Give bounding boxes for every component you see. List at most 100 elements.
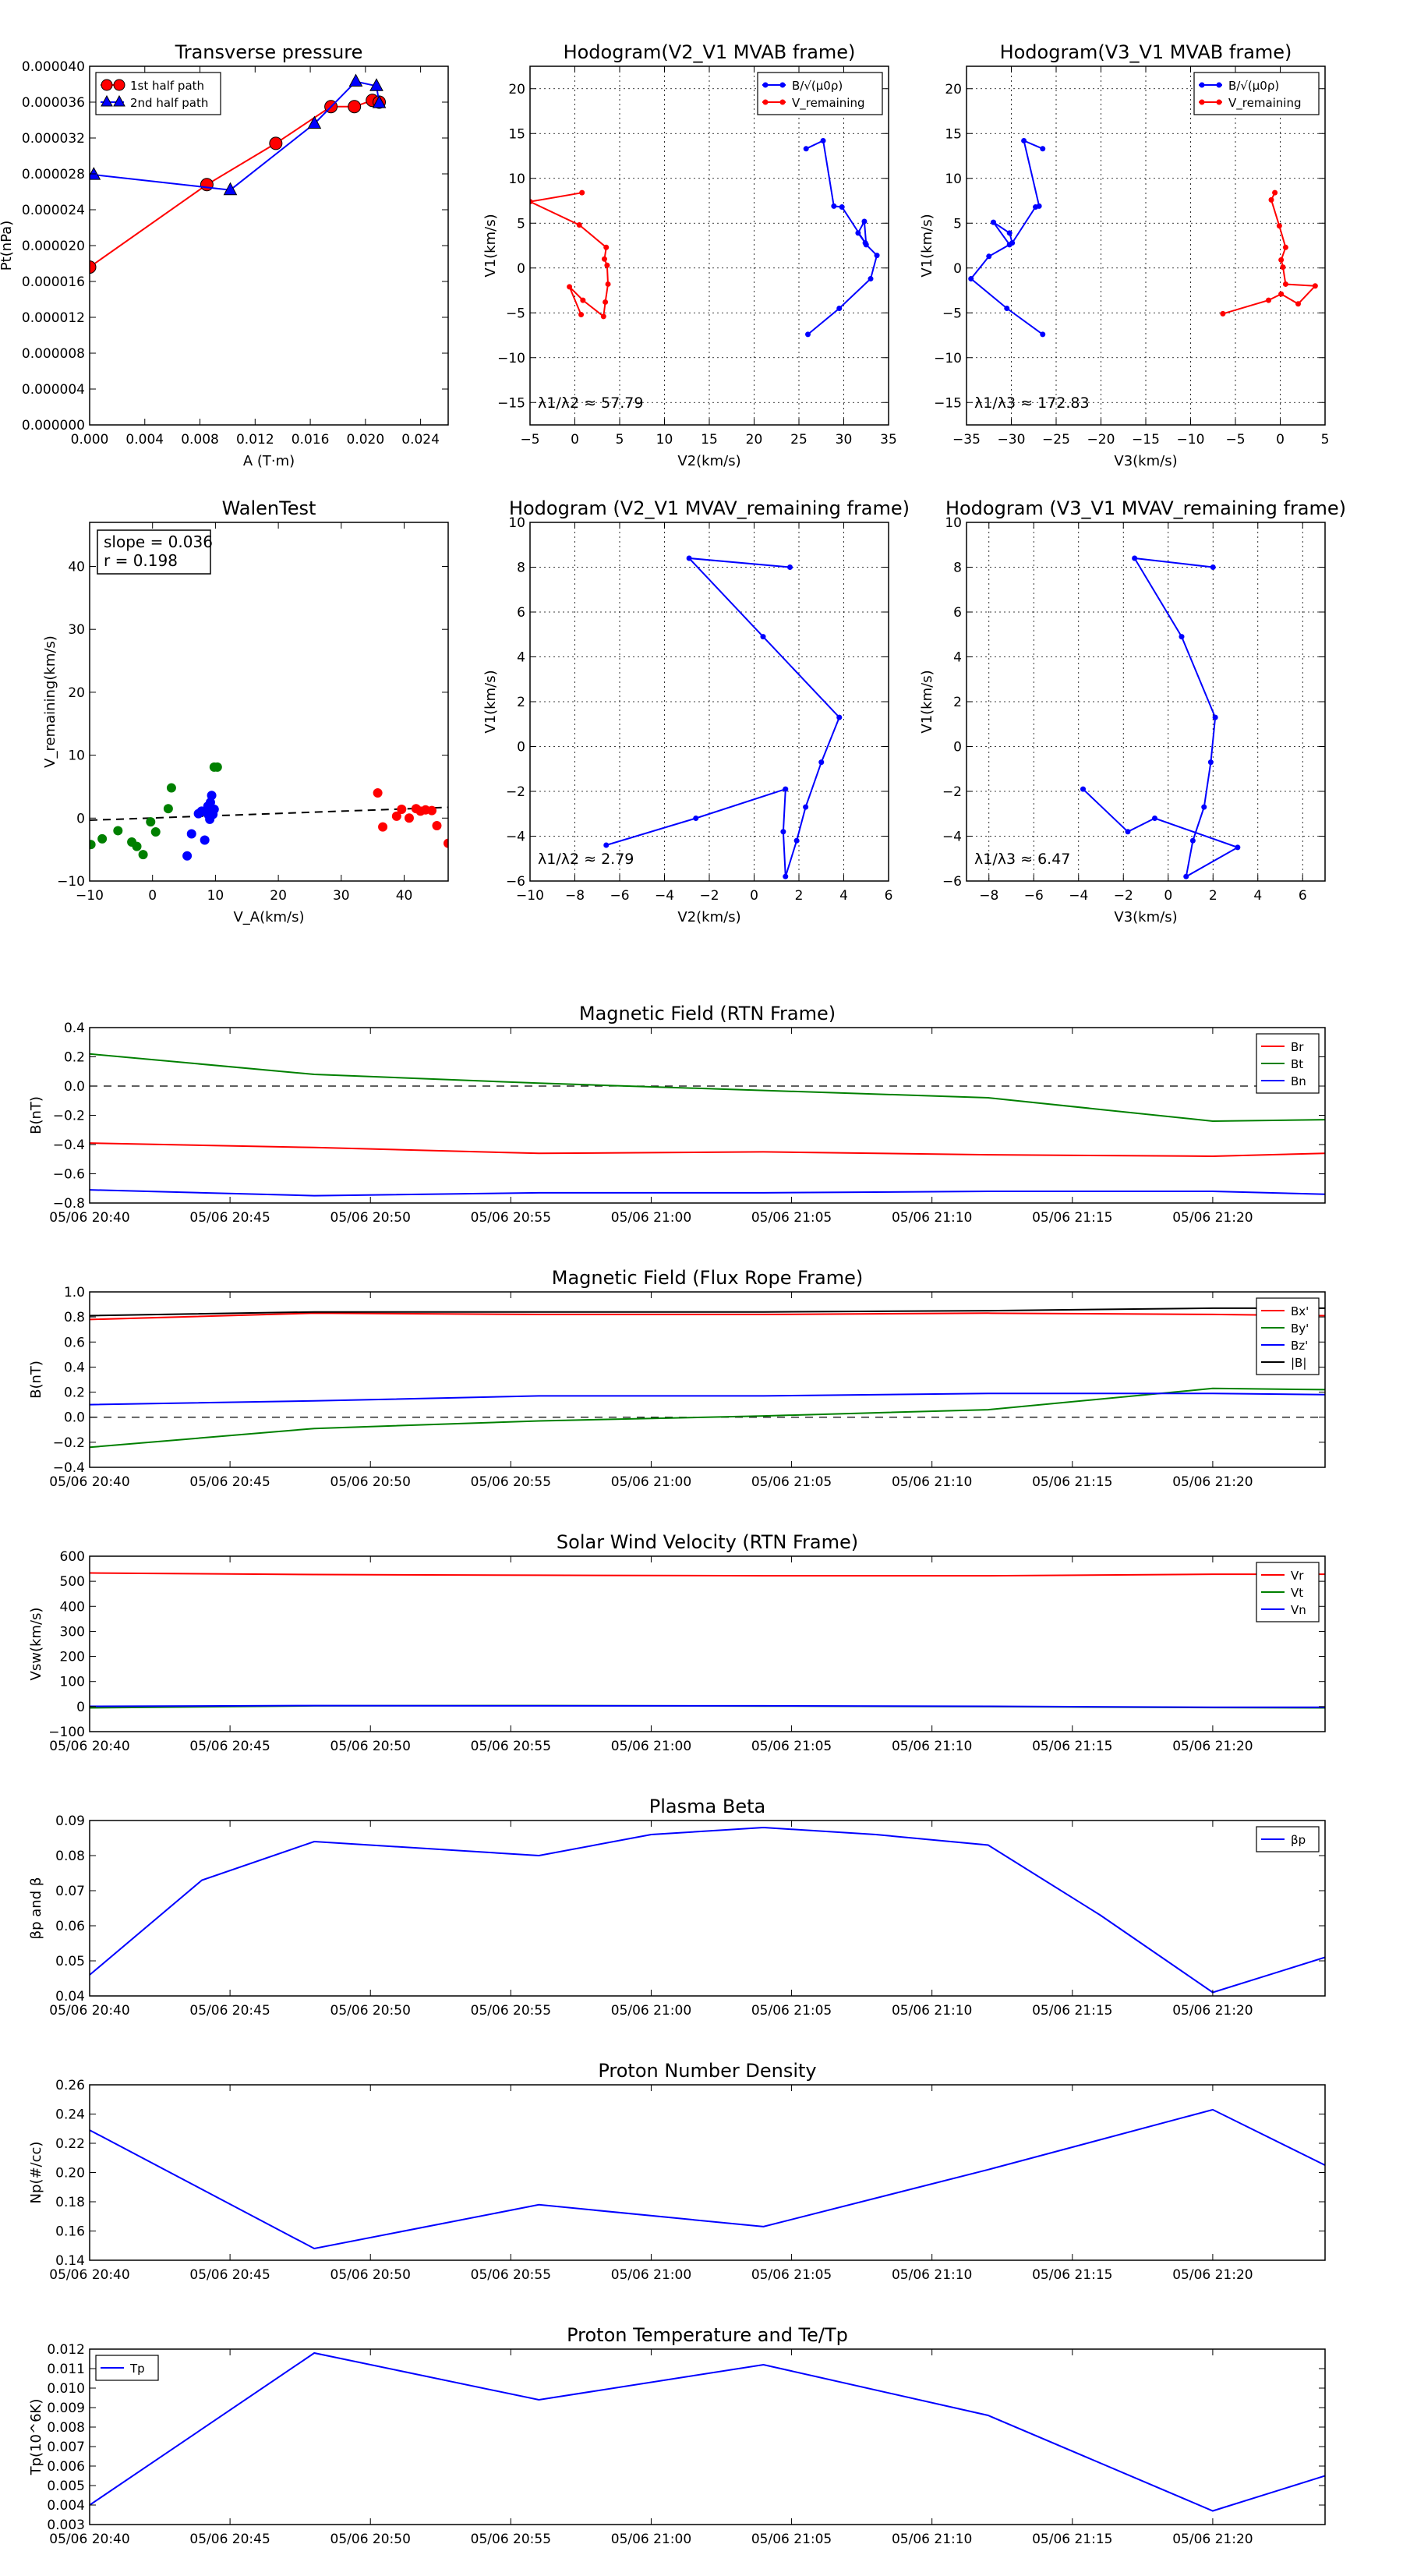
x-tick-label: 5 (616, 432, 624, 448)
x-tick-label: 2 (795, 888, 804, 904)
plot-area (968, 137, 1318, 338)
data-point (1210, 564, 1216, 570)
x-tick-label: 05/06 21:15 (1032, 2267, 1112, 2283)
x-tick-label: 4 (839, 888, 848, 904)
chart-9: Solar Wind Velocity (RTN Frame) 05/06 20:… (28, 1531, 1326, 1754)
y-tick-label: 0.000036 (22, 95, 85, 111)
data-point (1125, 829, 1131, 835)
series-line (90, 1053, 1325, 1123)
x-tick-label: 05/06 20:50 (330, 2532, 411, 2547)
x-tick-label: 20 (270, 888, 287, 904)
y-tick-label: 0.011 (47, 2362, 85, 2377)
x-tick-label: 0 (571, 432, 579, 448)
series-line (90, 1387, 1325, 1449)
y-tick-label: 0.04 (55, 1989, 85, 2005)
y-tick-label: 0 (953, 261, 962, 277)
y-tick-label: −0.6 (53, 1167, 85, 1183)
data-point (1207, 759, 1214, 766)
chart-11: Proton Number Density 05/06 20:40 05/06 20… (28, 2060, 1326, 2283)
y-axis-label: B(nT) (28, 1096, 44, 1134)
data-point (372, 95, 387, 108)
x-tick-label: −35 (952, 432, 981, 448)
x-tick-label: 05/06 20:45 (189, 1739, 270, 1754)
legend-label: Vt (1291, 1586, 1303, 1600)
x-tick-label: 10 (207, 888, 224, 904)
x-tick-label: 05/06 21:00 (611, 2003, 691, 2019)
x-tick-label: 05/06 21:15 (1032, 1474, 1112, 1490)
plot-area (90, 2108, 1325, 2250)
y-tick-label: 0.24 (55, 2107, 85, 2123)
data-point (186, 829, 196, 839)
x-tick-label: 05/06 21:20 (1172, 1474, 1253, 1490)
legend-label: B/√(μ0ρ) (1228, 79, 1279, 93)
y-tick-label: 0.22 (55, 2136, 85, 2152)
x-tick-label: 2 (1209, 888, 1217, 904)
data-point (1004, 306, 1010, 311)
y-tick-label: 0.16 (55, 2224, 85, 2240)
y-tick-label: 600 (60, 1549, 85, 1565)
data-point (600, 313, 606, 320)
legend-marker (762, 82, 769, 88)
x-tick-label: 05/06 20:55 (471, 2532, 551, 2547)
legend-label: Tp (129, 2362, 145, 2376)
chart-title: Transverse pressure (175, 41, 363, 63)
y-tick-label: 10 (508, 515, 525, 531)
data-point (1220, 310, 1226, 317)
chart-title: Magnetic Field (RTN Frame) (579, 1003, 836, 1024)
y-axis-label: βp and β (28, 1877, 44, 1940)
chart-6: Hodogram (V3_V1 MVAV_remaining frame) −8 −… (919, 497, 1346, 925)
y-tick-label: 0.0 (64, 1410, 85, 1426)
y-tick-label: 0.000008 (22, 346, 85, 362)
y-tick-label: 0.000020 (22, 239, 85, 254)
y-tick-label: 1.0 (64, 1285, 85, 1300)
y-tick-label: 0.006 (47, 2459, 85, 2475)
y-tick-label: 100 (60, 1675, 85, 1690)
y-tick-label: 4 (517, 650, 525, 666)
y-tick-label: 10 (68, 748, 85, 764)
x-tick-label: −4 (1069, 888, 1088, 904)
legend-label: Bt (1291, 1057, 1303, 1071)
y-tick-label: −0.8 (53, 1196, 85, 1212)
x-tick-label: 30 (333, 888, 350, 904)
data-point (444, 838, 448, 848)
data-point (1036, 203, 1042, 209)
legend-marker (1216, 82, 1222, 88)
legend-marker (113, 94, 125, 107)
y-tick-label: −0.2 (53, 1435, 85, 1451)
annotation-box (97, 529, 211, 575)
x-tick-label: 05/06 20:45 (189, 2532, 270, 2547)
y-tick-label: 0.06 (55, 1919, 85, 1934)
x-axis-label: V2(km/s) (677, 453, 740, 469)
x-tick-label: 05/06 20:55 (471, 1474, 551, 1490)
x-tick-label: 05/06 20:40 (49, 2267, 129, 2283)
series-line (1082, 557, 1240, 879)
y-tick-label: 0 (517, 261, 525, 277)
data-point (780, 829, 786, 835)
legend-label: Bx' (1291, 1304, 1309, 1318)
y-tick-label: 5 (953, 216, 962, 232)
legend-label: 1st half path (130, 79, 204, 93)
data-point (212, 762, 222, 772)
data-point (868, 276, 874, 282)
x-tick-label: 05/06 21:20 (1172, 1210, 1253, 1226)
x-tick-label: −20 (1087, 432, 1115, 448)
y-tick-label: 500 (60, 1574, 85, 1590)
data-point (207, 791, 217, 801)
data-point (373, 788, 383, 798)
chart-title: Hodogram (V2_V1 MVAV_remaining frame) (509, 497, 910, 519)
y-tick-label: 10 (945, 515, 962, 531)
plot-area (1080, 555, 1241, 879)
y-tick-label: 0.0 (64, 1079, 85, 1095)
plot-area (90, 1826, 1325, 1994)
x-tick-label: 5 (1321, 432, 1330, 448)
y-tick-label: −10 (934, 351, 962, 366)
x-tick-label: −25 (1042, 432, 1070, 448)
data-point (1235, 844, 1241, 851)
x-tick-label: 0 (1164, 888, 1172, 904)
y-tick-label: 0.08 (55, 1849, 85, 1864)
y-tick-label: −0.2 (53, 1109, 85, 1124)
data-point (1080, 786, 1086, 792)
chart-2: Hodogram(V2_V1 MVAB frame) −5 0 5 10 15 20 25 30… (482, 41, 897, 469)
y-tick-label: −4 (942, 830, 962, 845)
